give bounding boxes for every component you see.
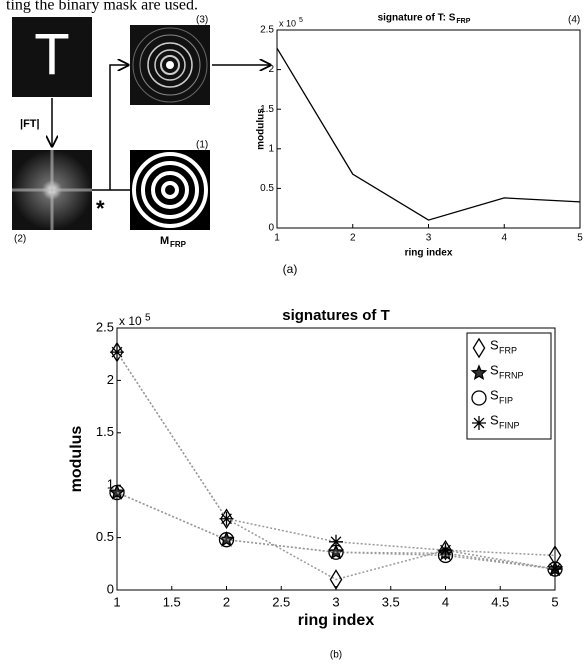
mask-label: M: [160, 235, 169, 247]
legend-label-sub: FRNP: [499, 370, 524, 380]
legend-label: S: [490, 362, 499, 377]
x-tick-label: 4: [442, 594, 449, 609]
x-tick-label: 4: [501, 233, 507, 244]
legend-label: S: [490, 412, 499, 427]
x-tick-label: 3.5: [382, 594, 400, 609]
x-axis-label: ring index: [298, 612, 375, 629]
x-tick-label: 3: [426, 233, 432, 244]
mask-label-sub: FRP: [170, 240, 187, 249]
x-tick-label: 1: [113, 594, 120, 609]
y-tick-label: 1.5: [96, 424, 114, 439]
t-letter: T: [34, 22, 69, 87]
y-tick-label: 0.5: [96, 529, 114, 544]
x-tick-label: 3: [332, 594, 339, 609]
legend-label: S: [490, 337, 499, 352]
panel-a: (a): [283, 262, 298, 276]
legend-marker: [472, 416, 486, 430]
label-1: (1): [196, 140, 208, 151]
x-tick-label: 2: [223, 594, 230, 609]
label-4: (4): [568, 15, 580, 26]
panel-b: (b): [330, 650, 342, 661]
marker-asterisk: [220, 512, 234, 526]
x-tick-label: 1.5: [163, 594, 181, 609]
legend-label-sub: FRP: [499, 345, 517, 355]
x-tick-label: 5: [577, 233, 583, 244]
chart-title: signatures of T: [282, 307, 390, 324]
plot-area: [277, 30, 580, 228]
multiplier: x 10: [279, 18, 296, 28]
y-tick-label: 0.5: [260, 183, 274, 194]
x-tick-label: 1: [274, 233, 280, 244]
x-tick-label: 4.5: [491, 594, 509, 609]
y-axis-label: modulus: [68, 426, 85, 493]
multiplier-exp: 5: [299, 17, 303, 24]
legend-label-sub: FINP: [499, 420, 520, 430]
marker-asterisk: [439, 543, 453, 557]
x-tick-label: 2.5: [272, 594, 290, 609]
x-axis-label: ring index: [405, 248, 453, 259]
y-tick-label: 1: [268, 143, 274, 154]
chart-title-sub: FRP: [456, 18, 470, 25]
y-tick-label: 2: [107, 372, 114, 387]
label-2: (2): [14, 234, 26, 245]
marker-asterisk: [548, 562, 562, 576]
top-text: ting the binary mask are used.: [6, 0, 198, 14]
figure: ting the binary mask are used. T |FT| (2…: [0, 0, 586, 666]
ft-label: |FT|: [20, 118, 40, 130]
multiplier-exp: 5: [145, 313, 151, 324]
multiplier: x 10: [119, 314, 142, 328]
convolution: *: [96, 196, 105, 221]
y-tick-label: 2.5: [96, 319, 114, 334]
y-axis-label: modulus: [256, 108, 267, 150]
y-tick-label: 2: [268, 64, 274, 75]
x-tick-label: 2: [350, 233, 356, 244]
x-tick-label: 5: [551, 594, 558, 609]
y-tick-label: 2.5: [260, 25, 274, 36]
label-3: (3): [196, 15, 208, 26]
legend-label: S: [490, 387, 499, 402]
legend-label-sub: FIP: [499, 395, 513, 405]
arrow: [110, 65, 128, 190]
chart-title: signature of T: S: [378, 13, 456, 24]
marker-asterisk: [329, 535, 343, 549]
marker-asterisk: [110, 345, 124, 359]
